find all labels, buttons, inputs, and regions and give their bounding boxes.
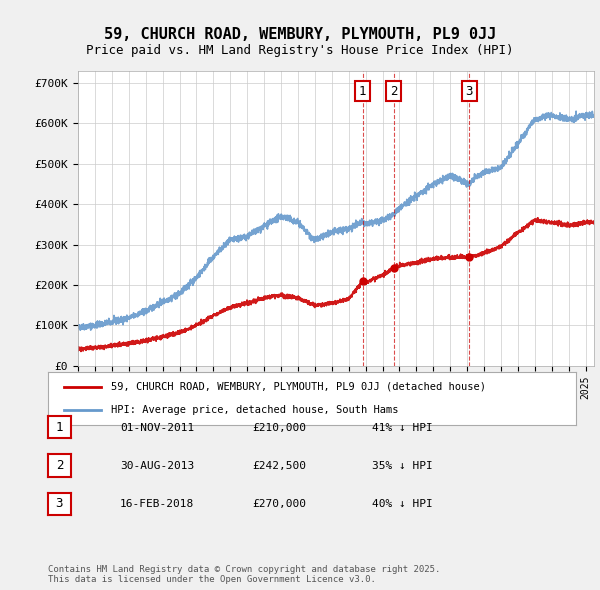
Text: 16-FEB-2018: 16-FEB-2018: [120, 500, 194, 509]
Text: 35% ↓ HPI: 35% ↓ HPI: [372, 461, 433, 471]
Text: 3: 3: [466, 84, 473, 97]
Text: 2: 2: [56, 459, 63, 472]
Text: Contains HM Land Registry data © Crown copyright and database right 2025.
This d: Contains HM Land Registry data © Crown c…: [48, 565, 440, 584]
Text: 01-NOV-2011: 01-NOV-2011: [120, 423, 194, 432]
Text: 30-AUG-2013: 30-AUG-2013: [120, 461, 194, 471]
Text: Price paid vs. HM Land Registry's House Price Index (HPI): Price paid vs. HM Land Registry's House …: [86, 44, 514, 57]
Text: 59, CHURCH ROAD, WEMBURY, PLYMOUTH, PL9 0JJ (detached house): 59, CHURCH ROAD, WEMBURY, PLYMOUTH, PL9 …: [112, 382, 487, 392]
Text: 2: 2: [390, 84, 397, 97]
Text: HPI: Average price, detached house, South Hams: HPI: Average price, detached house, Sout…: [112, 405, 399, 415]
Text: £242,500: £242,500: [252, 461, 306, 471]
Text: 40% ↓ HPI: 40% ↓ HPI: [372, 500, 433, 509]
Text: £210,000: £210,000: [252, 423, 306, 432]
Text: 59, CHURCH ROAD, WEMBURY, PLYMOUTH, PL9 0JJ: 59, CHURCH ROAD, WEMBURY, PLYMOUTH, PL9 …: [104, 27, 496, 41]
Text: £270,000: £270,000: [252, 500, 306, 509]
Text: 3: 3: [56, 497, 63, 510]
Text: 1: 1: [359, 84, 367, 97]
Text: 41% ↓ HPI: 41% ↓ HPI: [372, 423, 433, 432]
Text: 1: 1: [56, 421, 63, 434]
